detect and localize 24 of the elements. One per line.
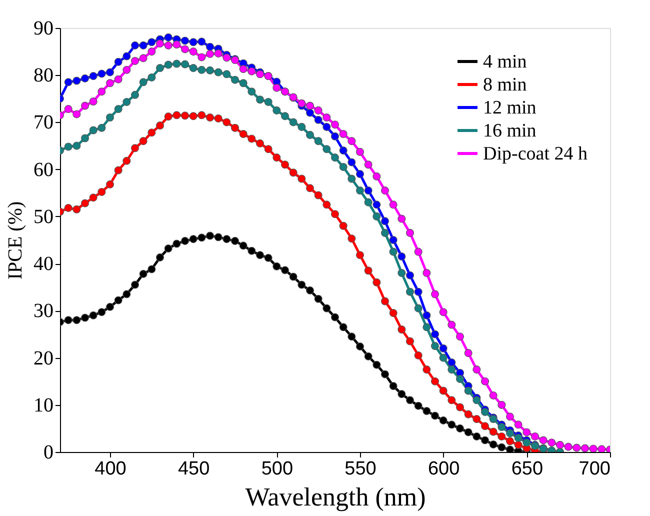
- legend-label: 16 min: [483, 120, 537, 142]
- y-tick-label: 0: [44, 442, 54, 464]
- x-tick-label: 700: [578, 458, 610, 480]
- y-axis-title: IPCE (%): [4, 201, 26, 280]
- x-tick-label: 550: [344, 458, 376, 480]
- y-tick-label: 60: [34, 158, 54, 181]
- y-tick-label: 10: [34, 394, 54, 416]
- legend-label: Dip-coat 24 h: [483, 144, 588, 164]
- x-tick-label: 500: [261, 458, 294, 480]
- y-tick-label: 40: [34, 253, 54, 276]
- y-tick-label: 90: [34, 18, 54, 40]
- legend-label: 8 min: [483, 74, 528, 96]
- x-axis-title: Wavelength (nm): [245, 482, 426, 512]
- x-tick-label: 450: [178, 458, 210, 480]
- y-tick-label: 50: [34, 206, 54, 228]
- y-tick-label: 80: [34, 64, 54, 87]
- legend-label: 12 min: [483, 98, 537, 118]
- y-tick-label: 70: [34, 112, 54, 134]
- x-tick-label: 400: [94, 458, 126, 480]
- x-tick-label: 650: [511, 458, 544, 480]
- x-tick-label: 600: [428, 458, 460, 480]
- legend-label: 4 min: [483, 52, 528, 72]
- y-tick-label: 20: [34, 347, 54, 370]
- y-tick-label: 30: [34, 300, 54, 322]
